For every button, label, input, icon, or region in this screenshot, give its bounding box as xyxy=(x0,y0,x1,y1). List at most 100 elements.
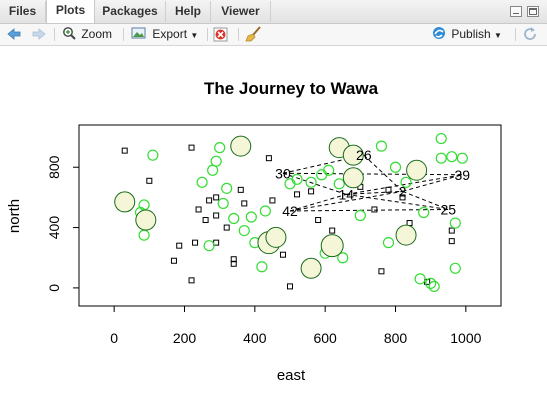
publish-button[interactable]: Publish ▼ xyxy=(432,24,502,45)
square-point xyxy=(230,260,237,267)
x-tick-label: 1000 xyxy=(450,330,481,346)
route-segment xyxy=(402,190,449,210)
export-label: Export xyxy=(152,27,188,41)
square-point xyxy=(195,206,202,213)
export-image-icon xyxy=(131,27,146,39)
green-circle-point xyxy=(256,261,268,273)
y-tick-label: 800 xyxy=(46,155,62,179)
square-point xyxy=(269,197,276,204)
bubble-point xyxy=(395,224,417,246)
zoom-label: Zoom xyxy=(81,27,113,41)
route-segment xyxy=(289,190,403,212)
square-point xyxy=(223,224,230,231)
green-circle-point xyxy=(428,280,440,292)
tab-viewer[interactable]: Viewer xyxy=(211,1,271,22)
x-tick-label: 200 xyxy=(173,330,197,346)
green-circle-point xyxy=(400,176,412,188)
plot-viewer: The Journey to Wawa 30 26 14 2 39 42 25 0 200 40… xyxy=(0,46,547,405)
square-point xyxy=(188,277,195,284)
square-point xyxy=(448,238,455,245)
square-point xyxy=(213,194,220,201)
plots-toolbar: Zoom Export ▼ Publish ▼ xyxy=(0,24,547,46)
green-circle-point xyxy=(245,211,257,223)
square-point xyxy=(329,227,336,234)
square-point xyxy=(287,283,293,290)
green-circle-point xyxy=(354,209,366,222)
bubble-point xyxy=(135,209,157,231)
green-circle-point xyxy=(333,178,345,190)
green-circle-point xyxy=(138,229,150,241)
square-point xyxy=(241,200,248,207)
tab-plots[interactable]: Plots xyxy=(46,0,95,23)
green-circle-point xyxy=(203,240,215,252)
back-arrow-icon[interactable] xyxy=(6,27,22,48)
zoom-button[interactable]: Zoom xyxy=(62,24,112,45)
square-point xyxy=(265,155,272,162)
green-circle-point xyxy=(214,142,226,154)
square-point xyxy=(206,197,213,204)
zoom-magnifier-icon xyxy=(63,27,76,40)
route-label: 2 xyxy=(399,183,407,199)
y-axis-label: north xyxy=(6,199,23,233)
square-point xyxy=(294,191,301,198)
y-tick-label: 400 xyxy=(46,216,62,240)
green-circle-point xyxy=(425,277,437,289)
square-point xyxy=(237,186,244,193)
green-circle-point xyxy=(449,217,461,229)
forward-arrow-icon[interactable] xyxy=(31,27,47,48)
green-circle-point xyxy=(382,237,395,249)
green-circle-point xyxy=(389,161,402,173)
bubble-point xyxy=(265,226,287,248)
pane-tab-bar: Files Plots Packages Help Viewer xyxy=(0,0,547,24)
square-point xyxy=(213,212,220,219)
green-circle-point xyxy=(196,176,208,188)
square-point xyxy=(188,144,195,151)
green-circle-point xyxy=(449,262,461,274)
green-circle-point xyxy=(435,152,447,164)
square-point xyxy=(315,217,322,224)
route-segment xyxy=(402,174,463,192)
export-button[interactable]: Export ▼ xyxy=(131,24,198,45)
green-circle-point xyxy=(414,273,426,285)
bubble-point xyxy=(300,257,322,279)
green-circle-point xyxy=(375,140,388,152)
scatter-plot: The Journey to Wawa 30 26 14 2 39 42 25 0 200 40… xyxy=(6,79,502,384)
green-circle-point xyxy=(217,197,229,210)
square-point xyxy=(308,188,315,195)
square-point xyxy=(192,239,199,246)
tab-files[interactable]: Files xyxy=(0,1,46,22)
green-circle-point xyxy=(418,206,430,219)
route-segment xyxy=(363,154,403,192)
remove-plot-icon[interactable] xyxy=(213,27,229,48)
square-point xyxy=(202,217,209,224)
route-label: 14 xyxy=(338,186,354,202)
square-point xyxy=(385,186,392,193)
green-circle-point xyxy=(337,252,349,264)
minimize-pane-button[interactable] xyxy=(510,6,522,17)
green-circle-point xyxy=(291,173,303,185)
bubble-point xyxy=(406,159,428,181)
maximize-pane-button[interactable] xyxy=(527,6,539,17)
square-point xyxy=(378,268,385,275)
refresh-icon[interactable] xyxy=(523,27,539,48)
bubble-point xyxy=(114,191,136,213)
route-segment xyxy=(346,174,463,195)
bubble-point xyxy=(342,167,364,189)
green-circle-point xyxy=(316,169,328,181)
publish-label: Publish xyxy=(451,27,491,41)
square-point xyxy=(176,242,183,249)
green-circle-point xyxy=(221,182,233,194)
tab-packages[interactable]: Packages xyxy=(95,1,166,22)
x-tick-label: 600 xyxy=(313,330,337,346)
square-point xyxy=(170,257,177,264)
route-label: 26 xyxy=(356,147,372,163)
clear-all-broom-icon[interactable] xyxy=(245,26,263,47)
square-point xyxy=(146,177,153,184)
square-point xyxy=(371,206,378,213)
route-label: 39 xyxy=(455,167,471,183)
square-point xyxy=(399,194,406,201)
green-circle-point xyxy=(210,155,222,167)
tab-help[interactable]: Help xyxy=(166,1,211,22)
route-label: 42 xyxy=(282,203,298,219)
square-point xyxy=(121,147,128,154)
